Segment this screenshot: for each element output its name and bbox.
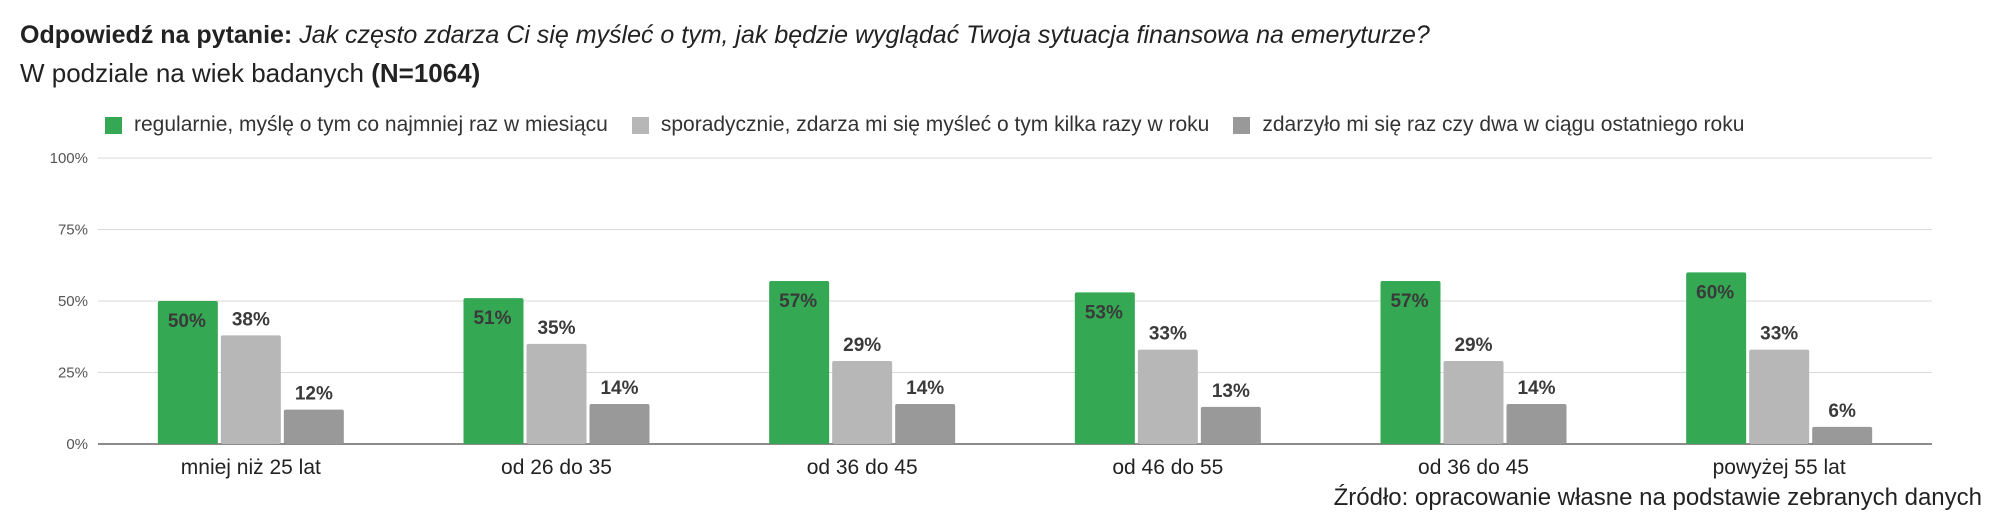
x-tick-label: od 36 do 45 xyxy=(1418,456,1529,479)
x-tick-label: od 26 do 35 xyxy=(501,456,612,479)
legend: regularnie, myślę o tym co najmniej raz … xyxy=(105,110,1768,140)
bar xyxy=(1443,361,1504,444)
bar xyxy=(1074,292,1135,444)
sample-size: (N=1064) xyxy=(371,58,481,88)
data-label: 35% xyxy=(537,318,575,339)
bar xyxy=(589,403,650,444)
data-label: 57% xyxy=(1390,291,1428,312)
y-tick-label: 0% xyxy=(66,436,88,453)
y-tick-label: 25% xyxy=(58,365,88,382)
legend-label: zdarzyło mi się raz czy dwa w ciągu osta… xyxy=(1262,113,1745,136)
data-label: 33% xyxy=(1760,324,1798,345)
bar xyxy=(1506,403,1567,444)
data-label: 33% xyxy=(1149,324,1187,345)
legend-swatch-dark-gray xyxy=(1233,116,1251,134)
bar xyxy=(832,361,893,444)
title-bold: Odpowiedź na pytanie: xyxy=(20,21,293,49)
data-label: 29% xyxy=(843,335,881,356)
bar xyxy=(1380,280,1441,444)
x-tick-label: powyżej 55 lat xyxy=(1713,456,1846,479)
legend-label: regularnie, myślę o tym co najmniej raz … xyxy=(134,113,608,136)
data-label: 14% xyxy=(906,378,944,399)
y-tick-label: 100% xyxy=(50,150,88,167)
legend-item-once-or-twice: zdarzyło mi się raz czy dwa w ciągu osta… xyxy=(1233,113,1744,137)
bar xyxy=(1200,406,1261,444)
bar xyxy=(1137,349,1198,444)
legend-item-regularly: regularnie, myślę o tym co najmniej raz … xyxy=(105,113,608,137)
bar xyxy=(220,335,281,444)
bar xyxy=(463,298,524,444)
bar xyxy=(769,280,830,444)
data-label: 14% xyxy=(600,378,638,399)
x-tick-label: od 46 do 55 xyxy=(1112,456,1223,479)
data-label: 51% xyxy=(473,308,511,329)
legend-swatch-light-gray xyxy=(631,116,649,134)
data-label: 12% xyxy=(295,384,333,405)
data-label: 60% xyxy=(1696,282,1734,303)
bar xyxy=(1812,426,1873,444)
subtitle-text: W podziale na wiek badanych xyxy=(20,58,364,88)
bar xyxy=(1749,349,1810,444)
bar xyxy=(157,301,218,444)
legend-label: sporadycznie, zdarza mi się myśleć o tym… xyxy=(660,113,1210,136)
bar xyxy=(526,343,587,444)
data-label: 13% xyxy=(1212,381,1250,402)
data-label: 6% xyxy=(1828,401,1856,422)
bar xyxy=(283,409,344,444)
chart-subtitle: W podziale na wiek badanych (N=1064) xyxy=(20,56,480,90)
data-label: 14% xyxy=(1517,378,1555,399)
bar xyxy=(895,403,956,444)
data-label: 29% xyxy=(1454,335,1492,356)
bar xyxy=(1686,272,1747,444)
data-label: 57% xyxy=(779,291,817,312)
legend-swatch-green xyxy=(105,116,122,134)
title-question: Jak często zdarza Ci się myśleć o tym, j… xyxy=(299,21,1430,49)
data-label: 38% xyxy=(232,309,270,330)
y-tick-label: 50% xyxy=(58,293,88,310)
chart-title: Odpowiedź na pytanie: Jak często zdarza … xyxy=(20,18,1430,52)
y-tick-label: 75% xyxy=(58,222,88,239)
x-tick-label: mniej niż 25 lat xyxy=(181,456,321,479)
legend-item-sporadically: sporadycznie, zdarza mi się myśleć o tym… xyxy=(631,113,1210,137)
data-label: 50% xyxy=(168,311,206,332)
data-label: 53% xyxy=(1085,302,1123,323)
x-tick-label: od 36 do 45 xyxy=(807,456,918,479)
source-note: Źródło: opracowanie własne na podstawie … xyxy=(1333,484,1982,511)
